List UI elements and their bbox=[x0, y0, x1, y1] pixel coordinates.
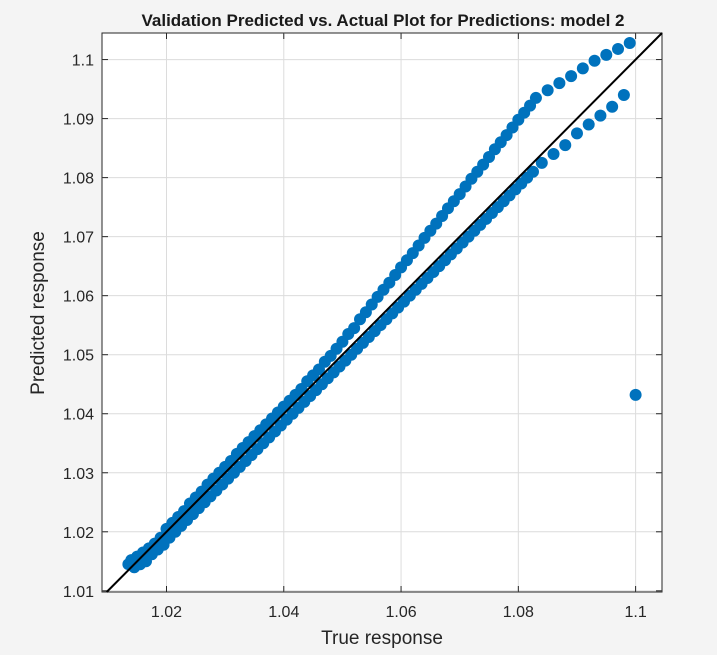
ticks: 1.02 1.04 1.06 1.08 1.1 1.01 1.02 1.03 1.04 1.05 1… bbox=[63, 33, 662, 621]
data-point bbox=[565, 70, 578, 83]
data-point bbox=[535, 156, 548, 169]
chart-title: Validation Predicted vs. Actual Plot for… bbox=[141, 11, 624, 30]
x-tick-label: 1.08 bbox=[503, 604, 534, 621]
y-tick-label: 1.08 bbox=[63, 171, 94, 188]
y-tick-label: 1.01 bbox=[63, 584, 94, 601]
y-tick-label: 1.04 bbox=[63, 407, 94, 424]
data-point bbox=[526, 165, 539, 178]
reference-line bbox=[105, 32, 663, 593]
data-point bbox=[594, 109, 607, 122]
data-point bbox=[576, 62, 589, 75]
data-point bbox=[600, 48, 613, 61]
data-point bbox=[559, 139, 572, 152]
y-tick-label: 1.1 bbox=[72, 53, 94, 70]
y-tick-label: 1.09 bbox=[63, 112, 94, 129]
x-axis-label: True response bbox=[321, 628, 443, 649]
data-point bbox=[547, 148, 560, 161]
data-point bbox=[529, 91, 542, 104]
y-axis-label: Predicted response bbox=[28, 231, 49, 395]
x-tick-label: 1.02 bbox=[151, 604, 182, 621]
data-point bbox=[588, 54, 601, 67]
grid bbox=[102, 33, 662, 592]
data-point bbox=[606, 100, 619, 113]
data-point bbox=[570, 127, 583, 140]
data-point bbox=[617, 88, 630, 101]
data-point bbox=[553, 77, 566, 90]
reference-line-group bbox=[105, 32, 663, 593]
data-point bbox=[348, 322, 361, 335]
data-point bbox=[612, 42, 625, 55]
data-point bbox=[541, 84, 554, 97]
y-tick-label: 1.03 bbox=[63, 466, 94, 483]
y-tick-label: 1.02 bbox=[63, 525, 94, 542]
y-tick-label: 1.05 bbox=[63, 348, 94, 365]
y-tick-label: 1.06 bbox=[63, 289, 94, 306]
data-point bbox=[582, 118, 595, 131]
data-point bbox=[629, 388, 642, 401]
y-tick-label: 1.07 bbox=[63, 230, 94, 247]
data-points bbox=[122, 37, 642, 574]
x-tick-label: 1.1 bbox=[624, 604, 646, 621]
x-tick-label: 1.06 bbox=[385, 604, 416, 621]
x-tick-label: 1.04 bbox=[268, 604, 299, 621]
data-point bbox=[623, 37, 636, 50]
